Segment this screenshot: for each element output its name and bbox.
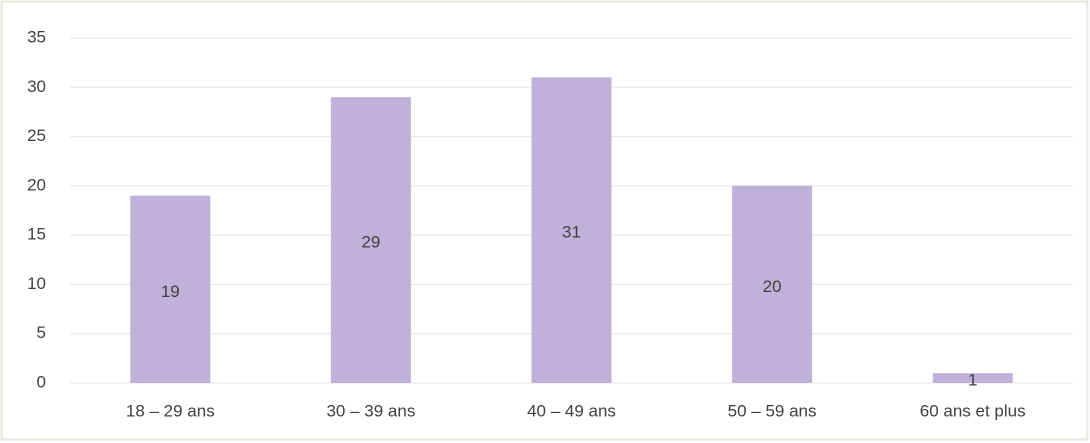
- data-label: 31: [562, 223, 581, 242]
- y-tick-label: 5: [37, 323, 46, 342]
- bar: [531, 77, 612, 383]
- data-label: 29: [361, 233, 380, 252]
- bar: [330, 97, 411, 384]
- x-tick-label: 40 – 49 ans: [527, 401, 616, 420]
- y-tick-label: 35: [27, 27, 46, 46]
- bar: [732, 185, 813, 383]
- y-tick-label: 10: [27, 274, 46, 293]
- x-tick-label: 18 – 29 ans: [126, 401, 215, 420]
- x-tick-label: 50 – 59 ans: [728, 401, 817, 420]
- y-tick-label: 25: [27, 126, 46, 145]
- data-label: 19: [161, 282, 180, 301]
- y-tick-label: 0: [37, 372, 46, 391]
- x-tick-label: 60 ans et plus: [920, 401, 1026, 420]
- y-tick-label: 20: [27, 175, 46, 194]
- bar: [932, 373, 1013, 383]
- data-label: 20: [763, 277, 782, 296]
- data-label: 1: [968, 371, 977, 390]
- x-tick-label: 30 – 39 ans: [326, 401, 415, 420]
- y-tick-label: 15: [27, 225, 46, 244]
- y-tick-label: 30: [27, 77, 46, 96]
- bar: [130, 195, 211, 383]
